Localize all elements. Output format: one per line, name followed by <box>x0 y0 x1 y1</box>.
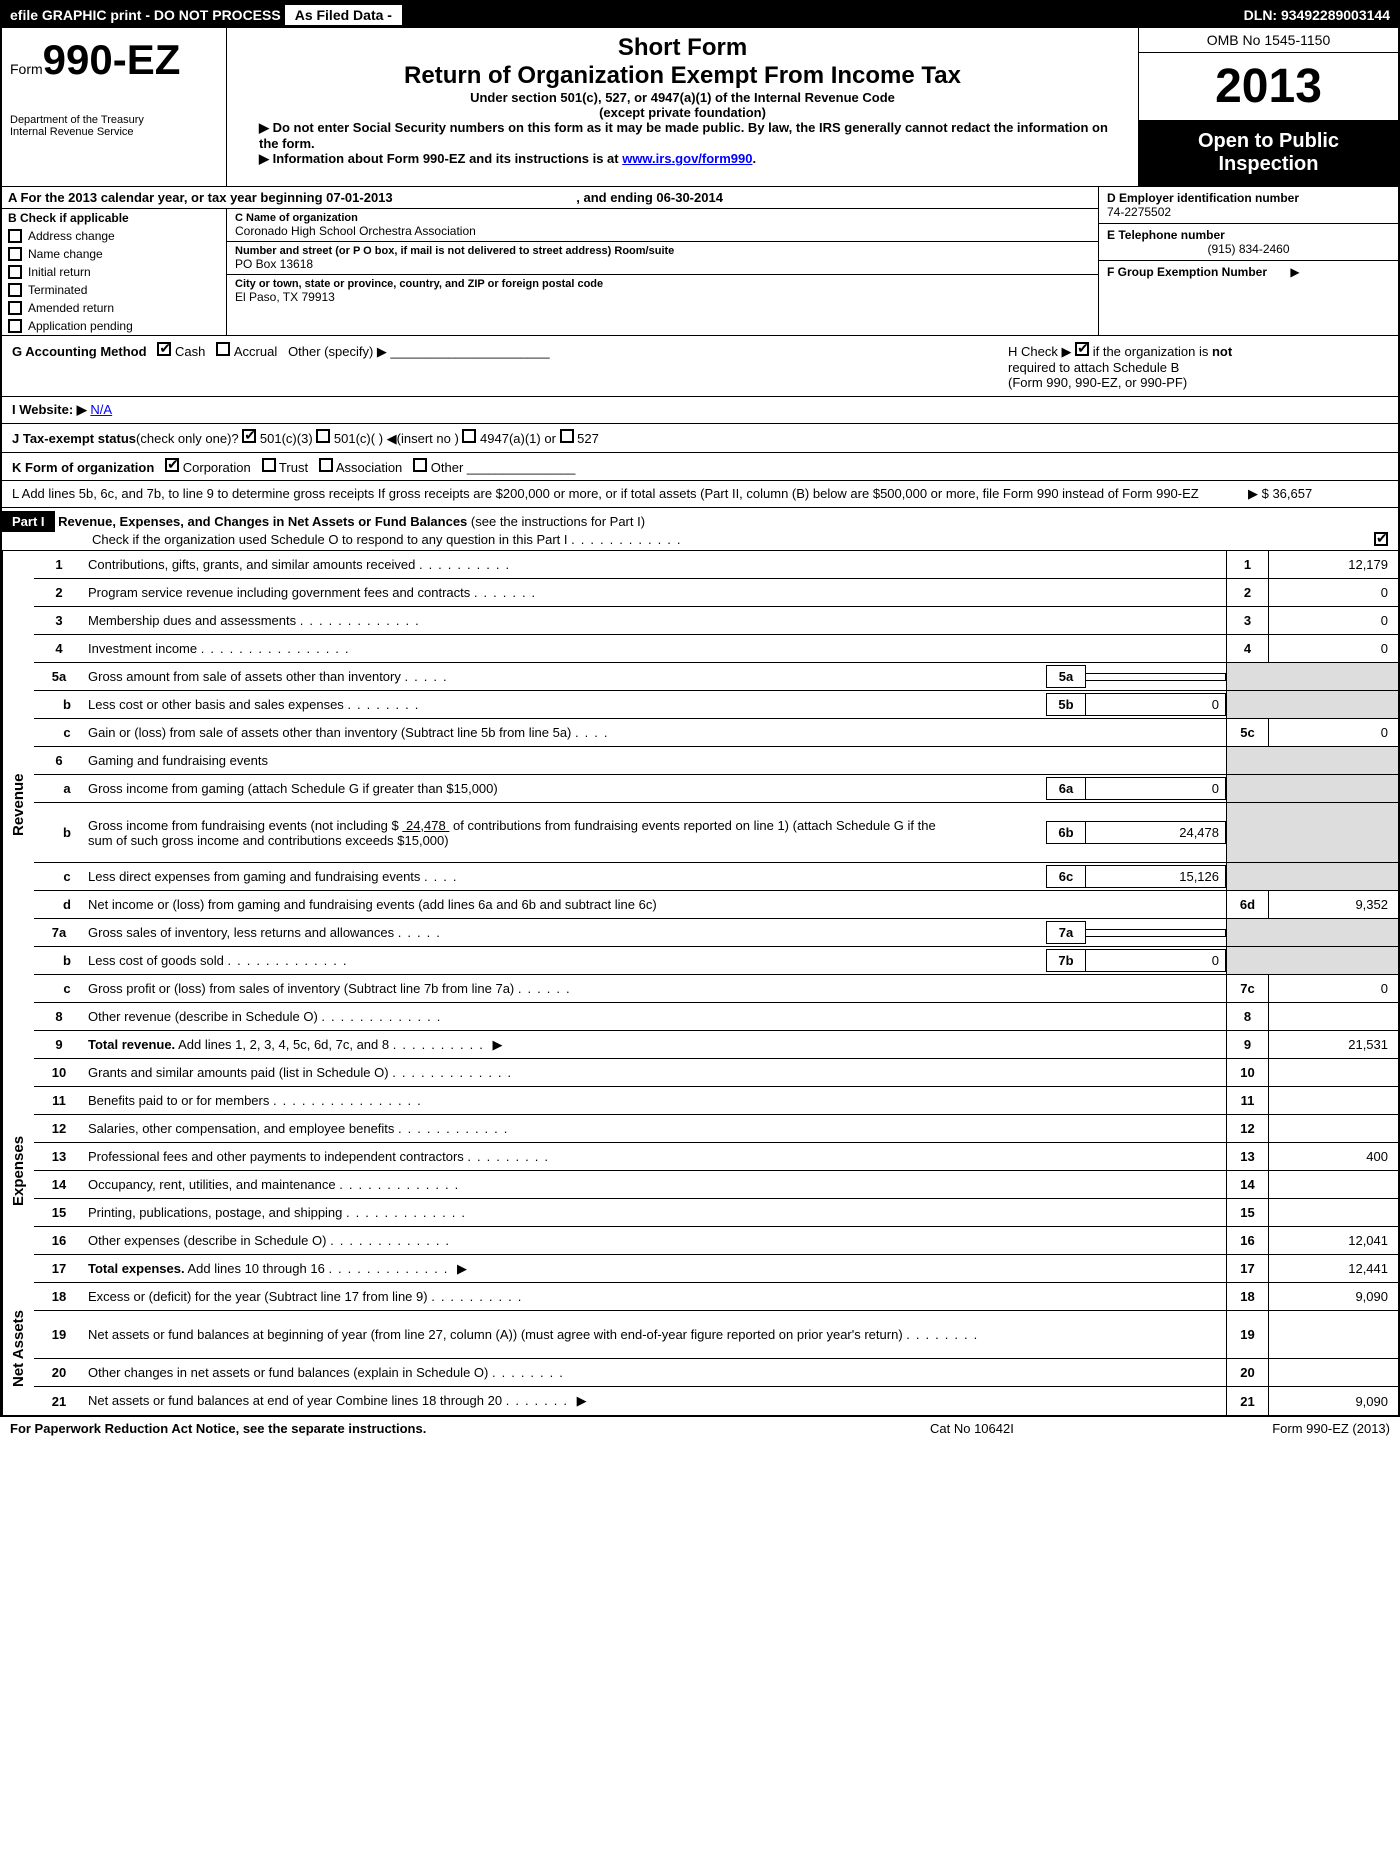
irs-link[interactable]: www.irs.gov/form990 <box>622 151 752 166</box>
revenue-label: Revenue <box>2 551 34 1059</box>
footer-left: For Paperwork Reduction Act Notice, see … <box>10 1421 930 1436</box>
website-link[interactable]: N/A <box>90 402 112 417</box>
b-label: B Check if applicable <box>2 209 226 227</box>
net-assets-label: Net Assets <box>2 1283 34 1415</box>
omb-number: OMB No 1545-1150 <box>1139 28 1398 53</box>
val-2: 0 <box>1268 579 1398 606</box>
header-mid: Short Form Return of Organization Exempt… <box>227 28 1138 186</box>
val-16: 12,041 <box>1268 1227 1398 1254</box>
c-name-label: C Name of organization <box>235 212 1090 224</box>
header-left: Form990-EZ Department of the Treasury In… <box>2 28 227 186</box>
checkbox-cash[interactable] <box>157 342 171 356</box>
section-b: B Check if applicable Address change Nam… <box>2 209 227 335</box>
cb-initial-return: Initial return <box>2 263 226 281</box>
org-street: PO Box 13618 <box>235 257 1090 271</box>
topbar-dln: DLN: 93492289003144 <box>1244 7 1390 23</box>
checkbox-icon[interactable] <box>8 283 22 297</box>
checkbox-501c[interactable] <box>316 429 330 443</box>
short-form: Short Form <box>239 34 1126 62</box>
header: Form990-EZ Department of the Treasury In… <box>2 28 1398 187</box>
form-page: efile GRAPHIC print - DO NOT PROCESS As … <box>0 0 1400 1417</box>
topbar-left: efile GRAPHIC print - DO NOT PROCESS <box>10 7 281 23</box>
line-g-h: G Accounting Method Cash Accrual Other (… <box>2 336 1398 397</box>
checkbox-icon[interactable] <box>8 229 22 243</box>
footer-right: Form 990-EZ (2013) <box>1190 1421 1390 1436</box>
val-3: 0 <box>1268 607 1398 634</box>
checkbox-other[interactable] <box>413 458 427 472</box>
subtitle-1b: (except private foundation) <box>239 105 1126 120</box>
checkbox-icon[interactable] <box>8 319 22 333</box>
c-city-label: City or town, state or province, country… <box>235 278 1090 290</box>
val-7c: 0 <box>1268 975 1398 1002</box>
val-6d: 9,352 <box>1268 891 1398 918</box>
checkbox-schedule-o[interactable] <box>1374 532 1388 546</box>
val-17: 12,441 <box>1268 1255 1398 1282</box>
part-1-header: Part I Revenue, Expenses, and Changes in… <box>2 508 1398 551</box>
top-bar: efile GRAPHIC print - DO NOT PROCESS As … <box>2 2 1398 28</box>
checkbox-icon[interactable] <box>8 301 22 315</box>
expenses-block: Expenses 10Grants and similar amounts pa… <box>2 1059 1398 1283</box>
val-21: 9,090 <box>1268 1387 1398 1415</box>
f-group: F Group Exemption Number ▶ <box>1099 261 1398 283</box>
cb-amended: Amended return <box>2 299 226 317</box>
e-phone: E Telephone number (915) 834-2460 <box>1099 224 1398 261</box>
ssn-warning: ▶ Do not enter Social Security numbers o… <box>239 120 1126 151</box>
d-ein: D Employer identification number 74-2275… <box>1099 187 1398 224</box>
dept-line1: Department of the Treasury <box>10 114 218 126</box>
revenue-block: Revenue 1Contributions, gifts, grants, a… <box>2 551 1398 1059</box>
info-line: ▶ Information about Form 990-EZ and its … <box>239 151 1126 167</box>
net-assets-block: Net Assets 18Excess or (deficit) for the… <box>2 1283 1398 1415</box>
footer-mid: Cat No 10642I <box>930 1421 1190 1436</box>
val-13: 400 <box>1268 1143 1398 1170</box>
val-4: 0 <box>1268 635 1398 662</box>
checkbox-4947[interactable] <box>462 429 476 443</box>
line-a: A For the 2013 calendar year, or tax yea… <box>2 187 1098 209</box>
checkbox-corp[interactable] <box>165 458 179 472</box>
val-18: 9,090 <box>1268 1283 1398 1310</box>
expenses-label: Expenses <box>2 1059 34 1283</box>
tax-year: 2013 <box>1139 53 1398 120</box>
cb-name-change: Name change <box>2 245 226 263</box>
dept-line2: Internal Revenue Service <box>10 126 218 138</box>
checkbox-assoc[interactable] <box>319 458 333 472</box>
header-right: OMB No 1545-1150 2013 Open to Public Ins… <box>1138 28 1398 186</box>
subtitle-1: Under section 501(c), 527, or 4947(a)(1)… <box>239 90 1126 105</box>
val-8 <box>1268 1003 1398 1030</box>
open-public: Open to Public Inspection <box>1139 120 1398 186</box>
cb-terminated: Terminated <box>2 281 226 299</box>
checkbox-icon[interactable] <box>8 265 22 279</box>
form-number: 990-EZ <box>43 36 181 83</box>
checkbox-501c3[interactable] <box>242 429 256 443</box>
checkbox-icon[interactable] <box>8 247 22 261</box>
footer: For Paperwork Reduction Act Notice, see … <box>0 1417 1400 1440</box>
checkbox-h[interactable] <box>1075 342 1089 356</box>
line-g: G Accounting Method Cash Accrual Other (… <box>12 342 1008 360</box>
line-k: K Form of organization Corporation Trust… <box>2 453 1398 481</box>
return-title: Return of Organization Exempt From Incom… <box>239 62 1126 90</box>
line-h: H Check ▶ if the organization is not req… <box>1008 342 1388 390</box>
checkbox-trust[interactable] <box>262 458 276 472</box>
cb-address-change: Address change <box>2 227 226 245</box>
val-9: 21,531 <box>1268 1031 1398 1058</box>
checkbox-accrual[interactable] <box>216 342 230 356</box>
val-1: 12,179 <box>1268 551 1398 578</box>
cb-app-pending: Application pending <box>2 317 226 335</box>
line-j: J Tax-exempt status(check only one)? 501… <box>2 424 1398 453</box>
checkbox-527[interactable] <box>560 429 574 443</box>
line-l: L Add lines 5b, 6c, and 7b, to line 9 to… <box>2 481 1398 508</box>
section-abcdef: A For the 2013 calendar year, or tax yea… <box>2 187 1398 336</box>
topbar-mid: As Filed Data - <box>285 5 402 25</box>
org-city: El Paso, TX 79913 <box>235 290 1090 304</box>
l-amount: ▶ $ 36,657 <box>1248 486 1388 502</box>
form-prefix: Form <box>10 61 43 77</box>
section-def: D Employer identification number 74-2275… <box>1098 187 1398 335</box>
line-i: I Website: ▶ N/A <box>2 397 1398 424</box>
org-name: Coronado High School Orchestra Associati… <box>235 224 1090 238</box>
val-5c: 0 <box>1268 719 1398 746</box>
c-street-label: Number and street (or P O box, if mail i… <box>235 245 1090 257</box>
section-c: C Name of organization Coronado High Sch… <box>227 209 1098 335</box>
